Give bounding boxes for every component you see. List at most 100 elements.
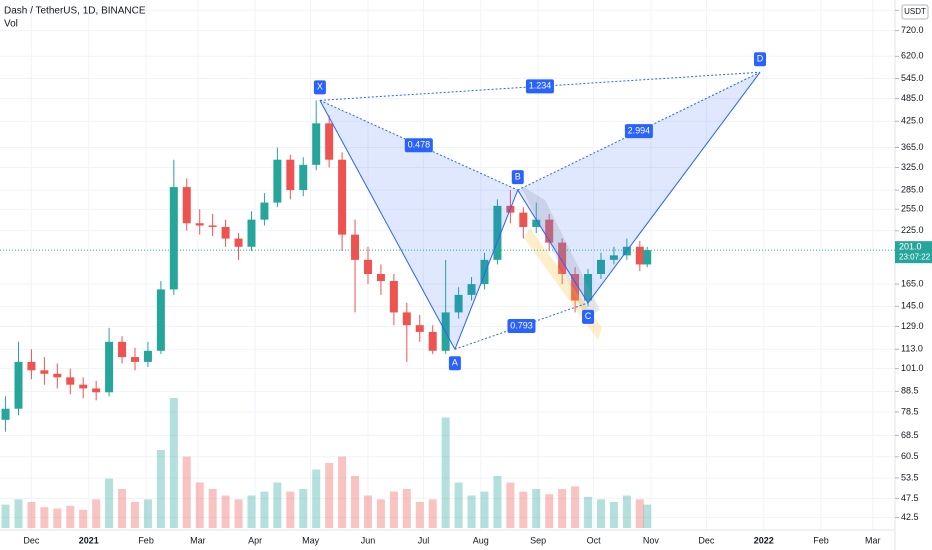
ratio-label: 1.234 <box>529 81 552 91</box>
candle-body <box>596 259 605 275</box>
y-tick-label: 255.0 <box>901 204 924 214</box>
candle-body <box>221 226 230 239</box>
volume-bar <box>441 417 450 528</box>
channel <box>520 185 600 318</box>
volume-bar <box>454 482 463 528</box>
volume-bar <box>415 502 424 528</box>
x-tick-label: Sep <box>530 535 546 545</box>
countdown: 23:07:22 <box>899 252 931 261</box>
ratio-box <box>404 138 433 153</box>
point-box <box>582 309 595 324</box>
pattern-ratio-line <box>517 71 761 191</box>
pattern-leg <box>454 189 519 350</box>
volume-bar <box>40 507 49 528</box>
candle-body <box>66 377 75 385</box>
candle-body <box>480 259 489 285</box>
candle-body <box>53 373 62 378</box>
y-tick-label: 425.0 <box>901 116 924 126</box>
candle-body <box>14 361 23 409</box>
candle-body <box>286 159 295 191</box>
y-tick-label: 68.5 <box>901 430 919 440</box>
volume-bar <box>643 504 652 528</box>
point-label: A <box>452 358 458 368</box>
volume-bar <box>79 509 88 528</box>
candle-body <box>92 388 101 393</box>
volume-bar <box>118 489 127 528</box>
candle-body <box>130 357 139 362</box>
candle-body <box>643 250 652 265</box>
volume-bar <box>66 505 75 528</box>
ratio-label: 0.793 <box>510 320 533 330</box>
x-tick-label: Nov <box>643 535 660 545</box>
candles <box>1 100 652 432</box>
candle-body <box>571 274 580 301</box>
y-tick-label: 285.0 <box>901 184 924 194</box>
grid <box>0 0 895 530</box>
volume-bar <box>480 491 489 528</box>
pattern-leg <box>517 189 589 304</box>
x-tick-label: Feb <box>813 535 829 545</box>
volume-bar <box>389 491 398 528</box>
point-box <box>511 170 524 185</box>
volume-bar <box>609 502 618 528</box>
candle-body <box>493 205 502 260</box>
y-tick-label: 365.0 <box>901 142 924 152</box>
candle-body <box>234 238 243 247</box>
candle-body <box>156 289 165 351</box>
pattern-fill <box>319 100 518 350</box>
candle-body <box>351 234 360 260</box>
candle-body <box>182 187 191 224</box>
volume-bar <box>182 456 191 528</box>
candle-body <box>208 225 217 227</box>
volume-bar <box>545 494 554 528</box>
candle-body <box>609 255 618 260</box>
volume-bar <box>27 502 36 528</box>
candle-body <box>376 274 385 282</box>
volume-bar <box>143 499 152 528</box>
x-tick-label: Dec <box>698 535 715 545</box>
volume-bar <box>156 450 165 528</box>
x-tick-label: Feb <box>138 535 154 545</box>
candle-body <box>584 274 593 301</box>
volume-bar <box>169 398 178 528</box>
volume-bar <box>363 495 372 528</box>
volume-bar <box>558 489 567 528</box>
volume-bar <box>584 496 593 528</box>
candle-body <box>195 223 204 226</box>
x-tick-label: Jun <box>361 535 376 545</box>
y-tick-label: 129.0 <box>901 321 924 331</box>
y-tick-label: 720.0 <box>901 25 924 35</box>
volume-bar <box>493 476 502 528</box>
volume-bar <box>376 499 385 528</box>
point-label: C <box>585 311 592 321</box>
x-tick-label: 2022 <box>754 535 774 545</box>
candle-body <box>532 219 541 227</box>
y-tick-label: 145.0 <box>901 301 924 311</box>
ratio-box <box>624 124 653 139</box>
volume-bar <box>221 495 230 528</box>
y-tick-label: 60.5 <box>901 451 919 461</box>
volume-bar <box>105 478 114 528</box>
volume-bar <box>596 499 605 528</box>
volume-bar <box>519 491 528 528</box>
volume-bar <box>92 499 101 528</box>
point-box <box>448 356 461 371</box>
volume-bar <box>635 499 644 528</box>
x-tick-label: May <box>302 535 320 545</box>
candle-body <box>389 281 398 313</box>
currency-box[interactable] <box>901 4 929 20</box>
volume-bar <box>622 495 631 528</box>
candle-body <box>454 294 463 313</box>
axes: 810720.0620.0545.0485.0425.0365.0325.028… <box>0 5 932 545</box>
candle-body <box>545 219 554 243</box>
x-tick-label: Dec <box>23 535 40 545</box>
candle-body <box>105 341 114 393</box>
y-tick-label: 101.0 <box>901 363 924 373</box>
point-box <box>754 52 767 67</box>
candle-body <box>312 123 321 165</box>
y-tick-label: 113.0 <box>901 344 923 354</box>
candle-body <box>27 361 36 371</box>
